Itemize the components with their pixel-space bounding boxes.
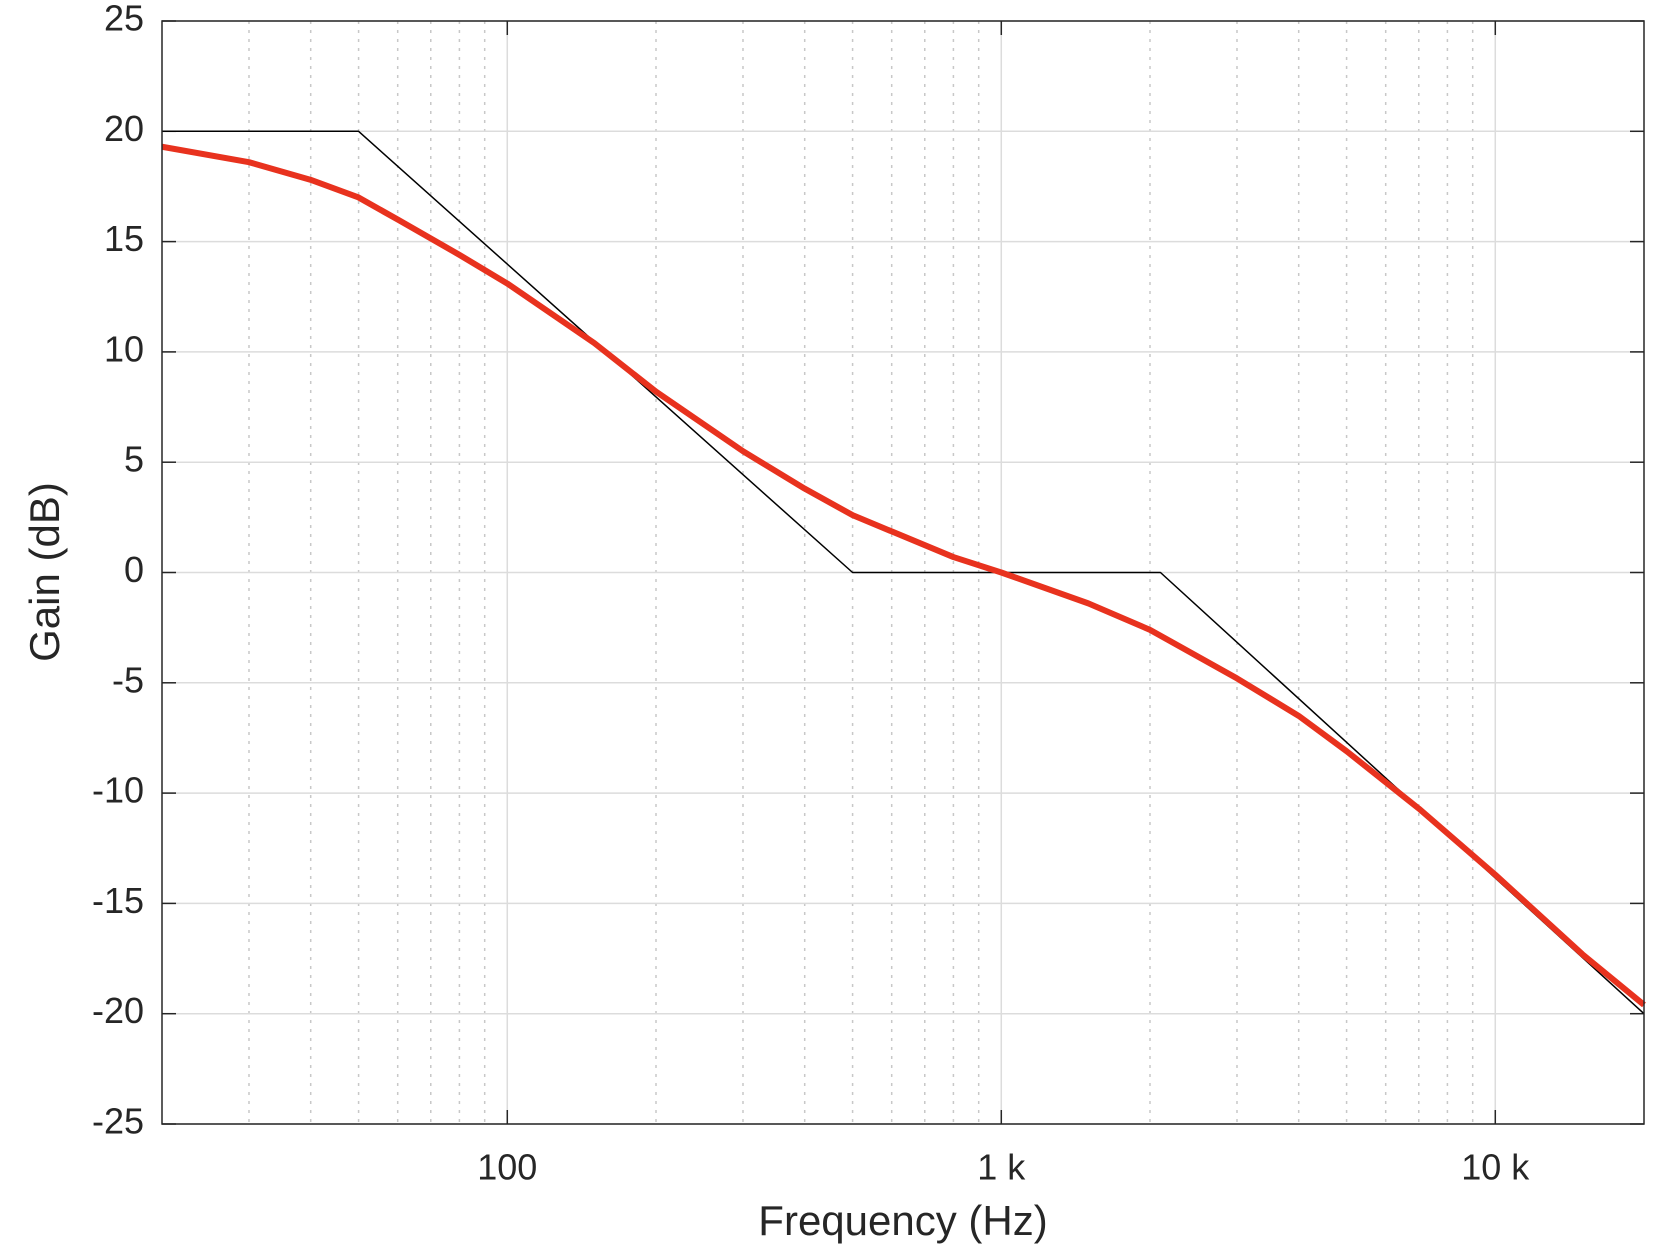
y-tick-label: -10 xyxy=(92,770,144,811)
x-axis-label: Frequency (Hz) xyxy=(758,1197,1047,1244)
y-tick-label: 25 xyxy=(104,0,144,39)
line xyxy=(161,143,1646,1008)
y-tick-label: -15 xyxy=(92,880,144,921)
y-tick-label: 0 xyxy=(124,549,144,590)
line xyxy=(162,130,1645,1015)
x-tick-label: 1 k xyxy=(977,1147,1026,1188)
y-tick-label: 20 xyxy=(104,108,144,149)
x-tick-label: 10 k xyxy=(1461,1147,1530,1188)
x-tick-label: 100 xyxy=(477,1147,537,1188)
y-axis-label: Gain (dB) xyxy=(21,482,68,662)
plot-frame xyxy=(161,20,1645,1125)
y-tick-label: -20 xyxy=(92,990,144,1031)
y-tick-label: 5 xyxy=(124,439,144,480)
y-tick-label: 15 xyxy=(104,218,144,259)
y-tick-label: 10 xyxy=(104,328,144,369)
y-tick-label: -25 xyxy=(92,1101,144,1142)
y-tick-label: -5 xyxy=(112,659,144,700)
